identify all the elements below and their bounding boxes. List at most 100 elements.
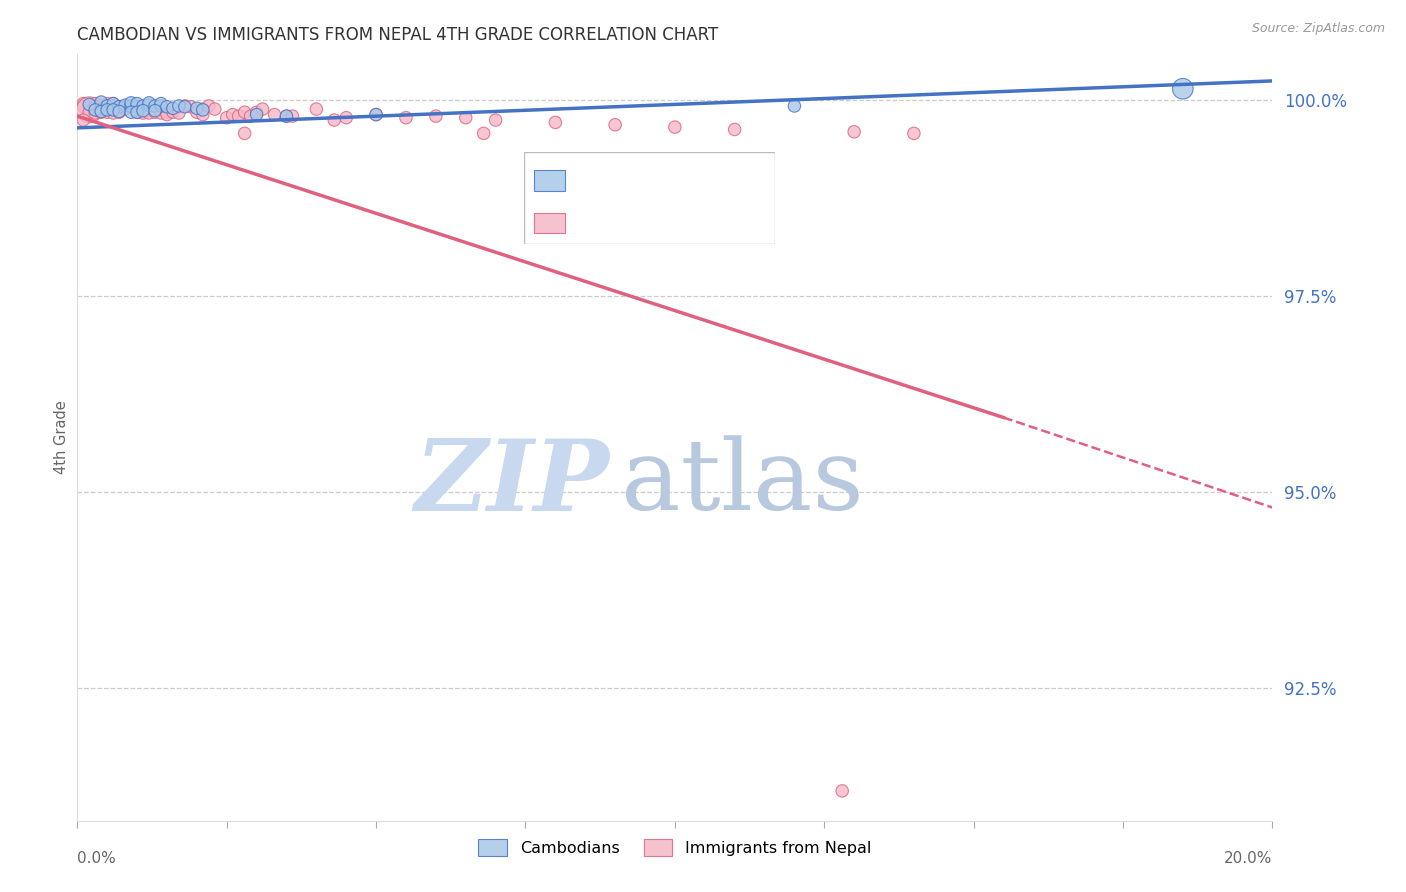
Point [215, 111, 238, 125]
Point [103, 103, 124, 117]
Point [335, 111, 357, 125]
Point [143, 99, 166, 113]
Point [605, 118, 627, 132]
Point [276, 109, 298, 123]
Point [174, 100, 197, 114]
Point [156, 105, 179, 120]
Text: 0.351: 0.351 [612, 173, 665, 188]
Point [844, 125, 866, 139]
Point [191, 107, 214, 121]
Point [127, 100, 149, 114]
Point [143, 100, 166, 114]
Point [132, 99, 155, 113]
Point [96, 99, 118, 113]
Point [90, 95, 112, 109]
Point [167, 99, 190, 113]
Point [72, 100, 94, 114]
Point [96, 102, 118, 116]
Text: 0.0%: 0.0% [77, 851, 117, 866]
Point [90, 104, 112, 119]
Point [281, 109, 304, 123]
Point [103, 99, 124, 113]
Point [108, 100, 131, 114]
Point [114, 100, 136, 114]
Point [120, 95, 142, 110]
Point [96, 105, 118, 120]
Point [84, 100, 107, 114]
Point [103, 96, 124, 111]
Point [162, 105, 184, 120]
Point [79, 103, 101, 117]
Point [323, 113, 346, 128]
Point [276, 109, 298, 123]
Point [472, 127, 495, 141]
Point [72, 113, 94, 128]
Point [96, 96, 118, 111]
Point [138, 98, 160, 112]
Text: R =: R = [575, 173, 607, 188]
Point [664, 120, 686, 134]
Point [132, 103, 155, 118]
Point [222, 107, 245, 121]
Point [252, 102, 274, 116]
Point [544, 115, 567, 129]
Point [228, 109, 250, 123]
Point [1171, 81, 1194, 95]
Point [454, 111, 477, 125]
Bar [534, 170, 565, 191]
Point [132, 106, 155, 120]
Point [103, 96, 124, 111]
Point [246, 105, 269, 120]
Point [84, 96, 107, 111]
Point [143, 105, 166, 120]
Point [366, 107, 388, 121]
Point [233, 105, 256, 120]
Point [831, 784, 853, 798]
Point [263, 107, 285, 121]
Text: R =: R = [575, 216, 607, 230]
Point [120, 105, 142, 120]
Point [233, 127, 256, 141]
Point [167, 106, 190, 120]
Point [395, 111, 418, 125]
Point [84, 103, 107, 117]
Point [90, 102, 112, 116]
Point [246, 107, 269, 121]
Text: ZIP: ZIP [415, 435, 609, 532]
Point [138, 106, 160, 120]
Point [79, 105, 101, 120]
Bar [534, 213, 565, 234]
Point [366, 107, 388, 121]
Point [174, 99, 197, 113]
Legend: Cambodians, Immigrants from Nepal: Cambodians, Immigrants from Nepal [472, 832, 877, 863]
Point [84, 106, 107, 120]
Point [162, 101, 184, 115]
Text: -0.156: -0.156 [612, 216, 666, 230]
Point [103, 102, 124, 116]
Point [783, 99, 806, 113]
Text: atlas: atlas [621, 435, 863, 531]
Point [191, 103, 214, 117]
Text: N = 71: N = 71 [695, 216, 752, 230]
Point [108, 104, 131, 119]
Point [79, 99, 101, 113]
Point [150, 96, 173, 111]
Point [103, 106, 124, 120]
Point [156, 107, 179, 121]
Point [197, 99, 219, 113]
Point [90, 99, 112, 113]
Point [120, 99, 142, 113]
Point [485, 113, 508, 128]
Point [425, 109, 447, 123]
Y-axis label: 4th Grade: 4th Grade [53, 401, 69, 474]
Point [72, 96, 94, 111]
Point [127, 100, 149, 114]
Point [156, 100, 179, 114]
Point [96, 103, 118, 117]
Point [239, 109, 262, 123]
Point [305, 102, 328, 116]
Point [84, 103, 107, 117]
Text: N = 36: N = 36 [695, 173, 752, 188]
Text: 20.0%: 20.0% [1225, 851, 1272, 866]
Text: CAMBODIAN VS IMMIGRANTS FROM NEPAL 4TH GRADE CORRELATION CHART: CAMBODIAN VS IMMIGRANTS FROM NEPAL 4TH G… [77, 26, 718, 44]
